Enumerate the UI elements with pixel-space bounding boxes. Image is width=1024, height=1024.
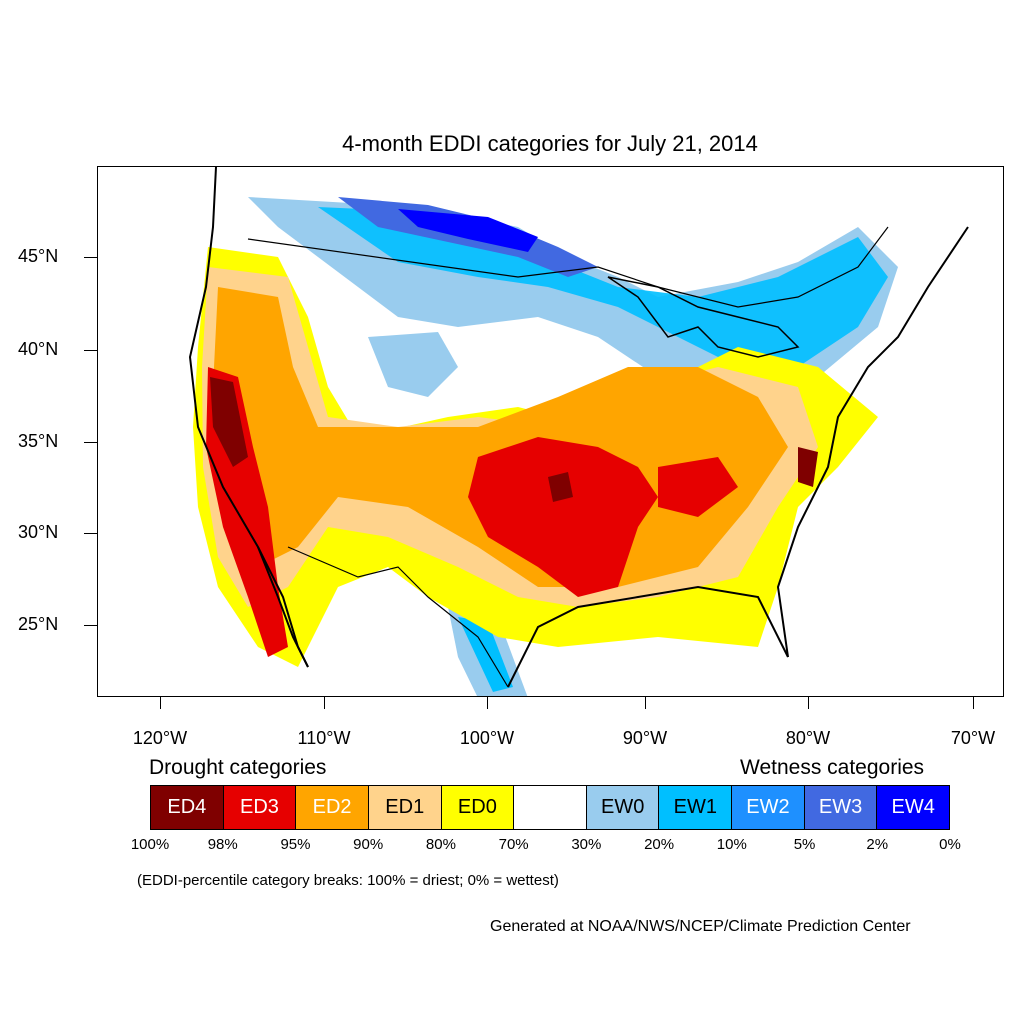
legend-cell-ew3: EW3 (804, 786, 878, 829)
lat-tick-40 (84, 350, 97, 351)
legend-cell-ew2: EW2 (732, 786, 805, 829)
us-map-svg (188, 167, 969, 696)
lon-label-80: 80°W (785, 728, 831, 748)
percentile-label: 20% (644, 836, 675, 853)
percentile-label: 5% (793, 836, 816, 853)
percentile-label: 0% (939, 836, 961, 853)
percentile-label: 70% (498, 836, 529, 853)
category-legend: ED4 ED3 ED2 ED1 ED0 EW0 EW1 EW2 EW3 EW4 (150, 785, 950, 830)
percentile-label: 80% (425, 836, 456, 853)
legend-cell-ed2: ED2 (296, 786, 369, 829)
lon-tick-80 (808, 697, 809, 709)
percentile-label: 10% (716, 836, 747, 853)
legend-cell-ed3: ED3 (223, 786, 297, 829)
lon-tick-120 (160, 697, 161, 709)
lon-label-70: 70°W (950, 728, 996, 748)
gulf-coast (507, 585, 789, 688)
dry-region-ed4-ca (210, 377, 248, 467)
lon-tick-110 (324, 697, 325, 709)
lat-tick-35 (84, 442, 97, 443)
lon-tick-90 (645, 697, 646, 709)
percentile-label: 98% (207, 836, 238, 853)
lon-label-110: 110°W (297, 728, 351, 748)
legend-cell-ed4: ED4 (151, 786, 224, 829)
legend-cell-ew0: EW0 (586, 786, 660, 829)
legend-cell-ed0: ED0 (441, 786, 515, 829)
lat-tick-25 (84, 625, 97, 626)
lat-label-25: 25°N (18, 614, 59, 634)
percentile-label: 2% (866, 836, 889, 853)
lat-label-45: 45°N (18, 246, 59, 266)
dry-region-ed4 (548, 472, 573, 502)
category-note: (EDDI-percentile category breaks: 100% =… (137, 872, 559, 889)
lon-label-120: 120°W (132, 728, 188, 748)
us-canada-border (247, 226, 889, 308)
lat-label-35: 35°N (18, 431, 59, 451)
lat-label-40: 40°N (18, 339, 59, 359)
wetness-heading: Wetness categories (740, 756, 925, 779)
wet-region-ew4 (398, 209, 538, 252)
percentile-label: 90% (353, 836, 384, 853)
coastline-west (188, 167, 309, 668)
us-mexico-border (287, 546, 509, 688)
lon-label-100: 100°W (459, 728, 515, 748)
percentile-label: 95% (280, 836, 311, 853)
percentile-label: 100% (130, 836, 170, 853)
legend-cell-ed1: ED1 (368, 786, 442, 829)
east-coast (776, 226, 969, 658)
lon-label-90: 90°W (622, 728, 668, 748)
great-lakes (607, 276, 800, 358)
lat-tick-45 (84, 257, 97, 258)
baja-coast (257, 546, 309, 668)
wet-region-colorado (368, 332, 458, 397)
percentile-label: 30% (571, 836, 602, 853)
lat-label-30: 30°N (18, 522, 59, 542)
wet-region-ew1 (318, 207, 888, 367)
legend-cell-neutral (514, 786, 587, 829)
dry-region-ed4-nc (798, 447, 818, 487)
eddi-map (97, 166, 1004, 697)
lon-tick-100 (487, 697, 488, 709)
dry-region-ed3-mid (658, 457, 738, 517)
legend-cell-ew4: EW4 (877, 786, 950, 829)
drought-heading: Drought categories (149, 756, 327, 779)
credit-line: Generated at NOAA/NWS/NCEP/Climate Predi… (490, 918, 911, 935)
map-title: 4-month EDDI categories for July 21, 201… (342, 131, 758, 156)
lat-tick-30 (84, 533, 97, 534)
lon-tick-70 (973, 697, 974, 709)
dry-region-ed3 (468, 437, 658, 597)
legend-cell-ew1: EW1 (659, 786, 733, 829)
